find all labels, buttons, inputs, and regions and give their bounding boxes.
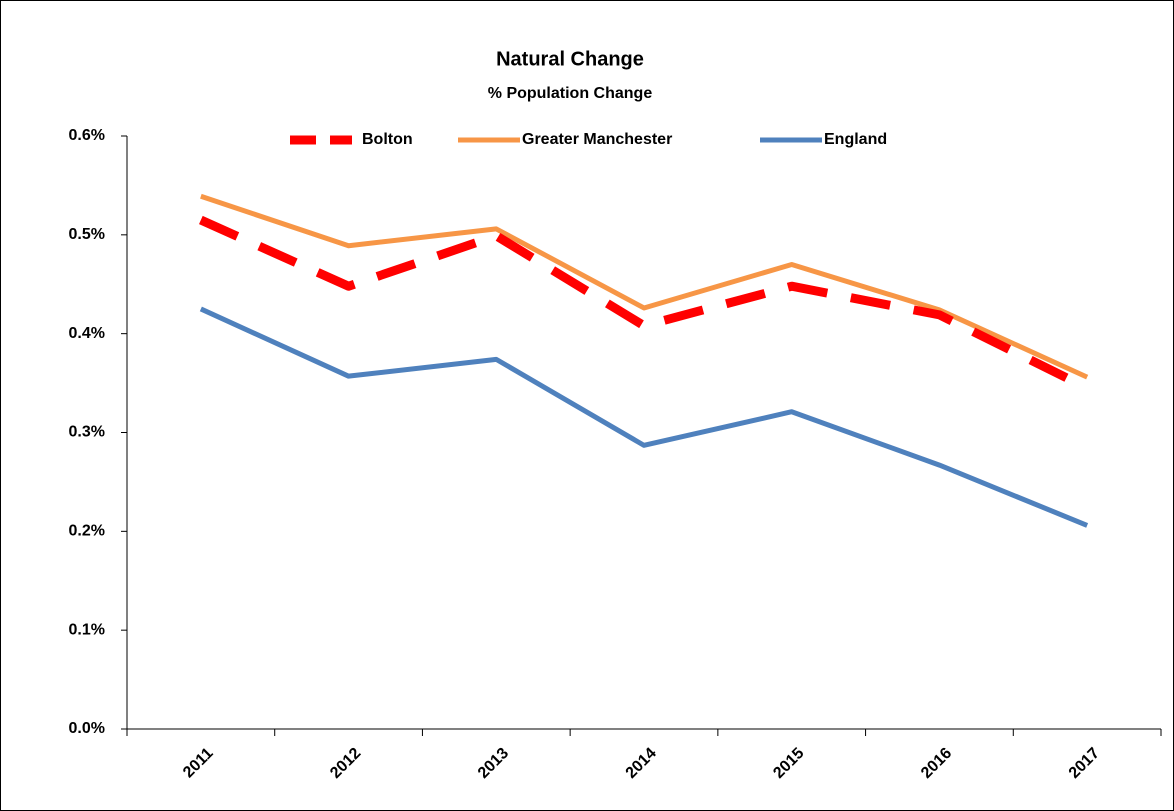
y-tick-label: 0.5% [69,226,105,243]
y-tick-label: 0.0% [69,720,105,737]
chart-title: Natural Change [496,48,644,70]
legend-label: Greater Manchester [522,131,672,148]
y-tick-label: 0.2% [69,523,105,540]
y-tick-label: 0.6% [69,127,105,144]
legend-label: England [824,131,887,148]
legend-label: Bolton [362,131,413,148]
series-line [199,215,1090,393]
y-tick-label: 0.1% [69,621,105,638]
chart-subtitle: % Population Change [488,85,653,102]
y-tick-label: 0.3% [69,424,105,441]
series-line [200,193,1089,380]
y-tick-label: 0.4% [69,325,105,342]
series-line [199,306,1089,528]
